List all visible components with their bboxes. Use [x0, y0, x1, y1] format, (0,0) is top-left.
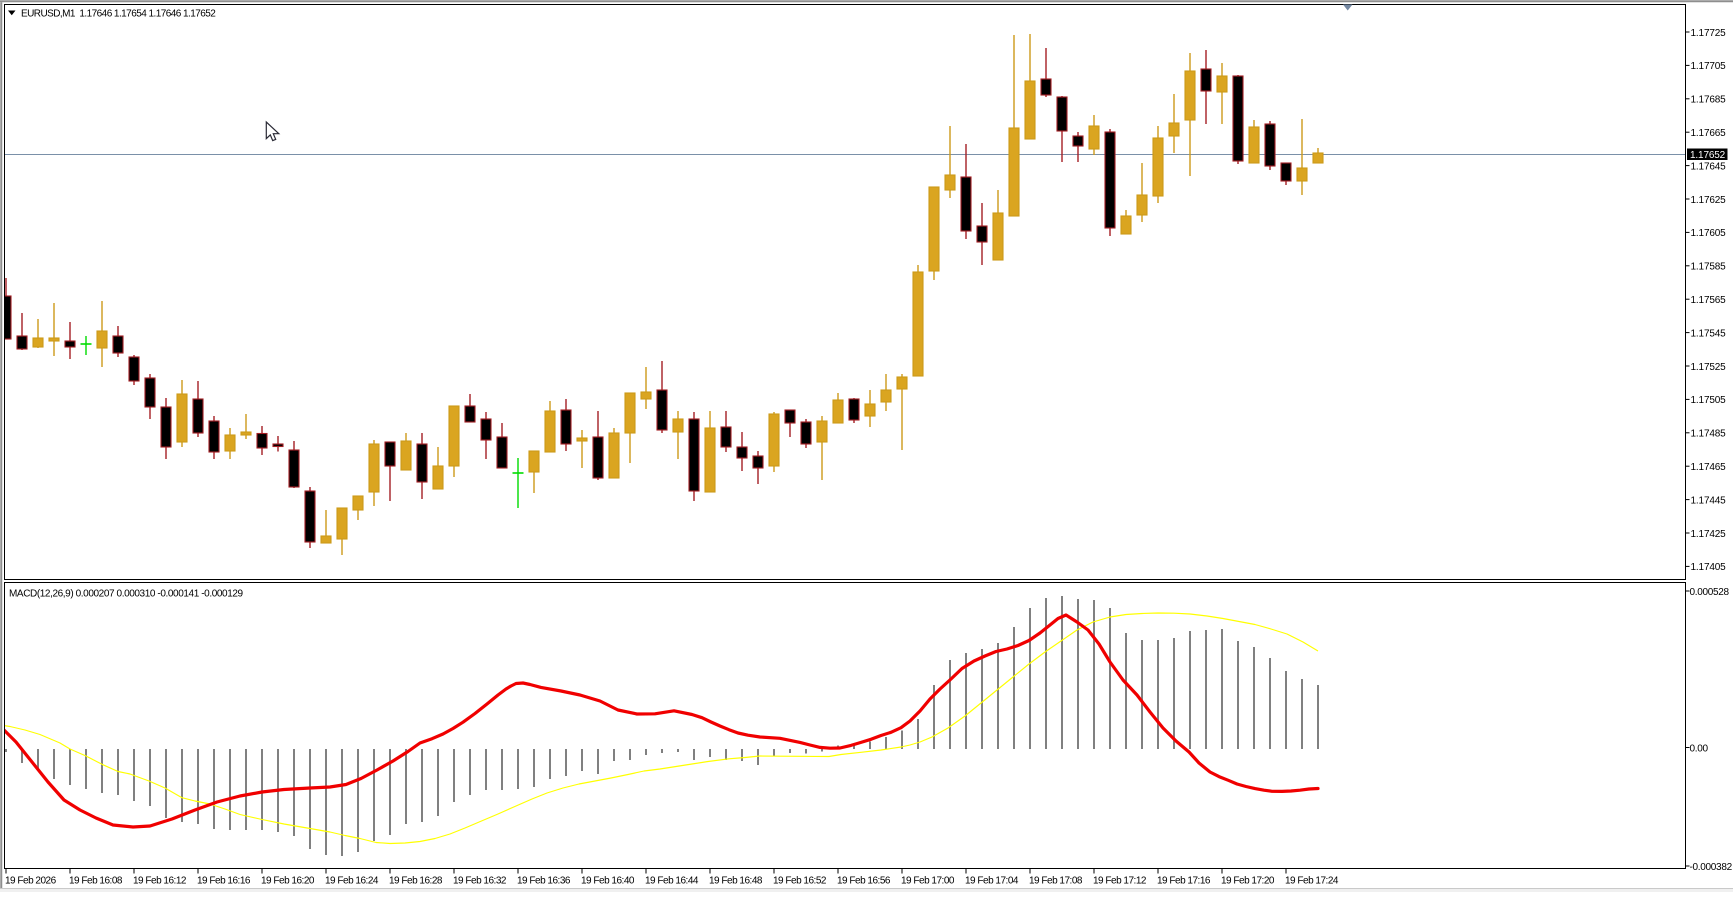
svg-text:0.00: 0.00 — [1690, 743, 1709, 754]
svg-text:19 Feb 16:52: 19 Feb 16:52 — [773, 876, 827, 887]
svg-text:19 Feb 17:08: 19 Feb 17:08 — [1029, 876, 1083, 887]
svg-text:1.17665: 1.17665 — [1691, 128, 1727, 139]
svg-text:1.17725: 1.17725 — [1691, 28, 1727, 39]
svg-text:19 Feb 16:44: 19 Feb 16:44 — [645, 876, 699, 887]
svg-text:1.17645: 1.17645 — [1691, 161, 1727, 172]
svg-text:19 Feb 16:08: 19 Feb 16:08 — [69, 876, 123, 887]
svg-text:19 Feb 16:36: 19 Feb 16:36 — [517, 876, 571, 887]
svg-text:EURUSD,M1 1.17646 1.17654 1.1: EURUSD,M1 1.17646 1.17654 1.17646 1.1765… — [21, 9, 216, 20]
svg-text:19 Feb 16:16: 19 Feb 16:16 — [197, 876, 251, 887]
svg-text:19 Feb 17:20: 19 Feb 17:20 — [1221, 876, 1275, 887]
svg-text:19 Feb 16:40: 19 Feb 16:40 — [581, 876, 635, 887]
svg-text:19 Feb 16:28: 19 Feb 16:28 — [389, 876, 443, 887]
svg-text:1.17605: 1.17605 — [1691, 228, 1727, 239]
svg-text:19 Feb 16:12: 19 Feb 16:12 — [133, 876, 187, 887]
svg-text:19 Feb 17:00: 19 Feb 17:00 — [901, 876, 955, 887]
svg-text:19 Feb 16:24: 19 Feb 16:24 — [325, 876, 379, 887]
svg-text:1.17445: 1.17445 — [1691, 495, 1727, 506]
svg-text:19 Feb 16:56: 19 Feb 16:56 — [837, 876, 891, 887]
svg-text:0.000528: 0.000528 — [1690, 587, 1730, 598]
svg-text:1.17405: 1.17405 — [1691, 562, 1727, 573]
svg-text:19 Feb 17:16: 19 Feb 17:16 — [1157, 876, 1211, 887]
svg-text:19 Feb 2026: 19 Feb 2026 — [5, 876, 57, 887]
svg-text:1.17652: 1.17652 — [1690, 150, 1726, 161]
svg-text:1.17465: 1.17465 — [1691, 462, 1727, 473]
svg-text:1.17545: 1.17545 — [1691, 328, 1727, 339]
svg-text:1.17505: 1.17505 — [1691, 395, 1727, 406]
svg-text:19 Feb 16:32: 19 Feb 16:32 — [453, 876, 507, 887]
svg-text:1.17425: 1.17425 — [1691, 529, 1727, 540]
svg-text:19 Feb 16:20: 19 Feb 16:20 — [261, 876, 315, 887]
svg-text:1.17705: 1.17705 — [1691, 61, 1727, 72]
svg-text:19 Feb 16:48: 19 Feb 16:48 — [709, 876, 763, 887]
svg-text:1.17525: 1.17525 — [1691, 362, 1727, 373]
svg-text:1.17565: 1.17565 — [1691, 295, 1727, 306]
svg-text:1.17485: 1.17485 — [1691, 429, 1727, 440]
svg-text:19 Feb 17:24: 19 Feb 17:24 — [1285, 876, 1339, 887]
svg-text:1.17585: 1.17585 — [1691, 262, 1727, 273]
svg-text:MACD(12,26,9) 0.000207 0.00031: MACD(12,26,9) 0.000207 0.000310 -0.00014… — [9, 589, 244, 600]
svg-text:19 Feb 17:04: 19 Feb 17:04 — [965, 876, 1019, 887]
svg-text:1.17625: 1.17625 — [1691, 195, 1727, 206]
svg-text:-0.000382: -0.000382 — [1690, 862, 1733, 873]
svg-text:1.17685: 1.17685 — [1691, 95, 1727, 106]
svg-text:19 Feb 17:12: 19 Feb 17:12 — [1093, 876, 1147, 887]
